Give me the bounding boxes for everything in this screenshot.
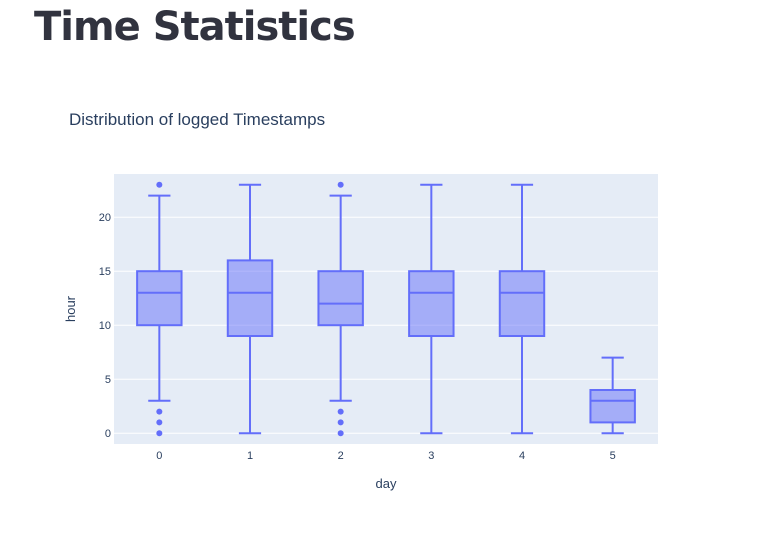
x-tick-label: 2 bbox=[338, 450, 344, 462]
box-5 bbox=[589, 356, 636, 435]
outlier-point bbox=[337, 181, 344, 188]
x-tick-label: 3 bbox=[428, 450, 434, 462]
boxes bbox=[136, 181, 636, 437]
outlier-point bbox=[156, 181, 163, 188]
outlier-point bbox=[337, 419, 344, 426]
box-4 bbox=[498, 183, 546, 435]
box-2 bbox=[317, 181, 364, 437]
y-tick-label: 10 bbox=[99, 320, 111, 332]
y-tick-label: 5 bbox=[105, 374, 111, 386]
box-1 bbox=[226, 183, 274, 435]
outlier-point bbox=[156, 430, 163, 437]
iqr-box bbox=[226, 259, 274, 337]
outlier-point bbox=[156, 408, 163, 415]
x-ticks: 0 1 2 3 4 5 bbox=[156, 450, 615, 462]
outlier-point bbox=[337, 430, 344, 437]
y-axis-label: hour bbox=[63, 295, 78, 322]
y-tick-label: 15 bbox=[99, 266, 111, 278]
x-tick-label: 1 bbox=[247, 450, 253, 462]
box-3 bbox=[408, 183, 455, 435]
x-tick-label: 5 bbox=[610, 450, 616, 462]
x-axis-label: day bbox=[376, 476, 397, 491]
iqr-box bbox=[317, 270, 364, 327]
x-tick-label: 0 bbox=[156, 450, 162, 462]
chart-title: Distribution of logged Timestamps bbox=[69, 110, 325, 129]
gridlines bbox=[114, 216, 658, 434]
page-title: Time Statistics bbox=[34, 4, 356, 50]
iqr-box bbox=[589, 389, 636, 424]
outlier-point bbox=[337, 408, 344, 415]
y-tick-label: 20 bbox=[99, 212, 111, 224]
iqr-box bbox=[408, 270, 455, 338]
x-tick-label: 4 bbox=[519, 450, 525, 462]
iqr-box bbox=[498, 270, 546, 338]
y-ticks: 0 5 10 15 20 bbox=[99, 212, 111, 440]
plot-area bbox=[114, 174, 658, 444]
y-tick-label: 0 bbox=[105, 428, 111, 440]
outlier-point bbox=[156, 419, 163, 426]
box-0 bbox=[136, 181, 183, 437]
iqr-box bbox=[136, 270, 183, 327]
